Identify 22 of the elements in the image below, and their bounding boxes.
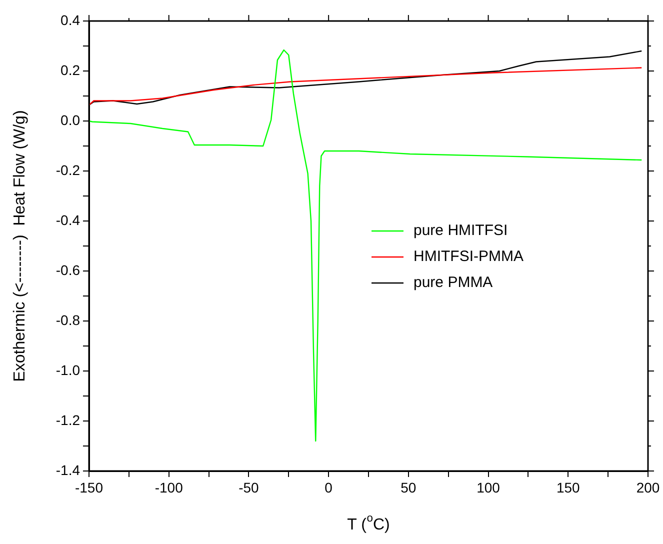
x-tick-label: 150 — [556, 479, 580, 496]
y-tick-label: -1.4 — [56, 462, 80, 478]
y-tick-label: -1.0 — [56, 362, 80, 378]
legend-label: HMITFSI-PMMA — [414, 248, 524, 266]
y-tick-label: -0.8 — [56, 312, 80, 328]
x-tick-label: -50 — [238, 479, 260, 496]
y-tick-label: -0.6 — [56, 262, 80, 278]
x-tick-label: 100 — [476, 479, 500, 496]
y-tick-label: 0.2 — [60, 62, 80, 78]
x-tick-label: -150 — [74, 479, 104, 496]
x-tick-label: 200 — [636, 479, 660, 496]
y-tick-label: -0.2 — [56, 162, 80, 178]
x-tick-label: -100 — [154, 479, 184, 496]
legend-label: pure PMMA — [414, 274, 493, 292]
legend-label: pure HMITFSI — [414, 222, 508, 240]
x-tick-label: 0 — [324, 479, 333, 496]
x-tick-label: 50 — [400, 479, 416, 496]
y-axis-title: Exothermic (<--------) Heat Flow (W/g) — [11, 110, 28, 382]
y-tick-label: -0.4 — [56, 212, 80, 228]
y-tick-label: 0.4 — [60, 12, 80, 28]
y-tick-label: -1.2 — [56, 412, 80, 428]
y-tick-label: 0.0 — [60, 112, 80, 128]
